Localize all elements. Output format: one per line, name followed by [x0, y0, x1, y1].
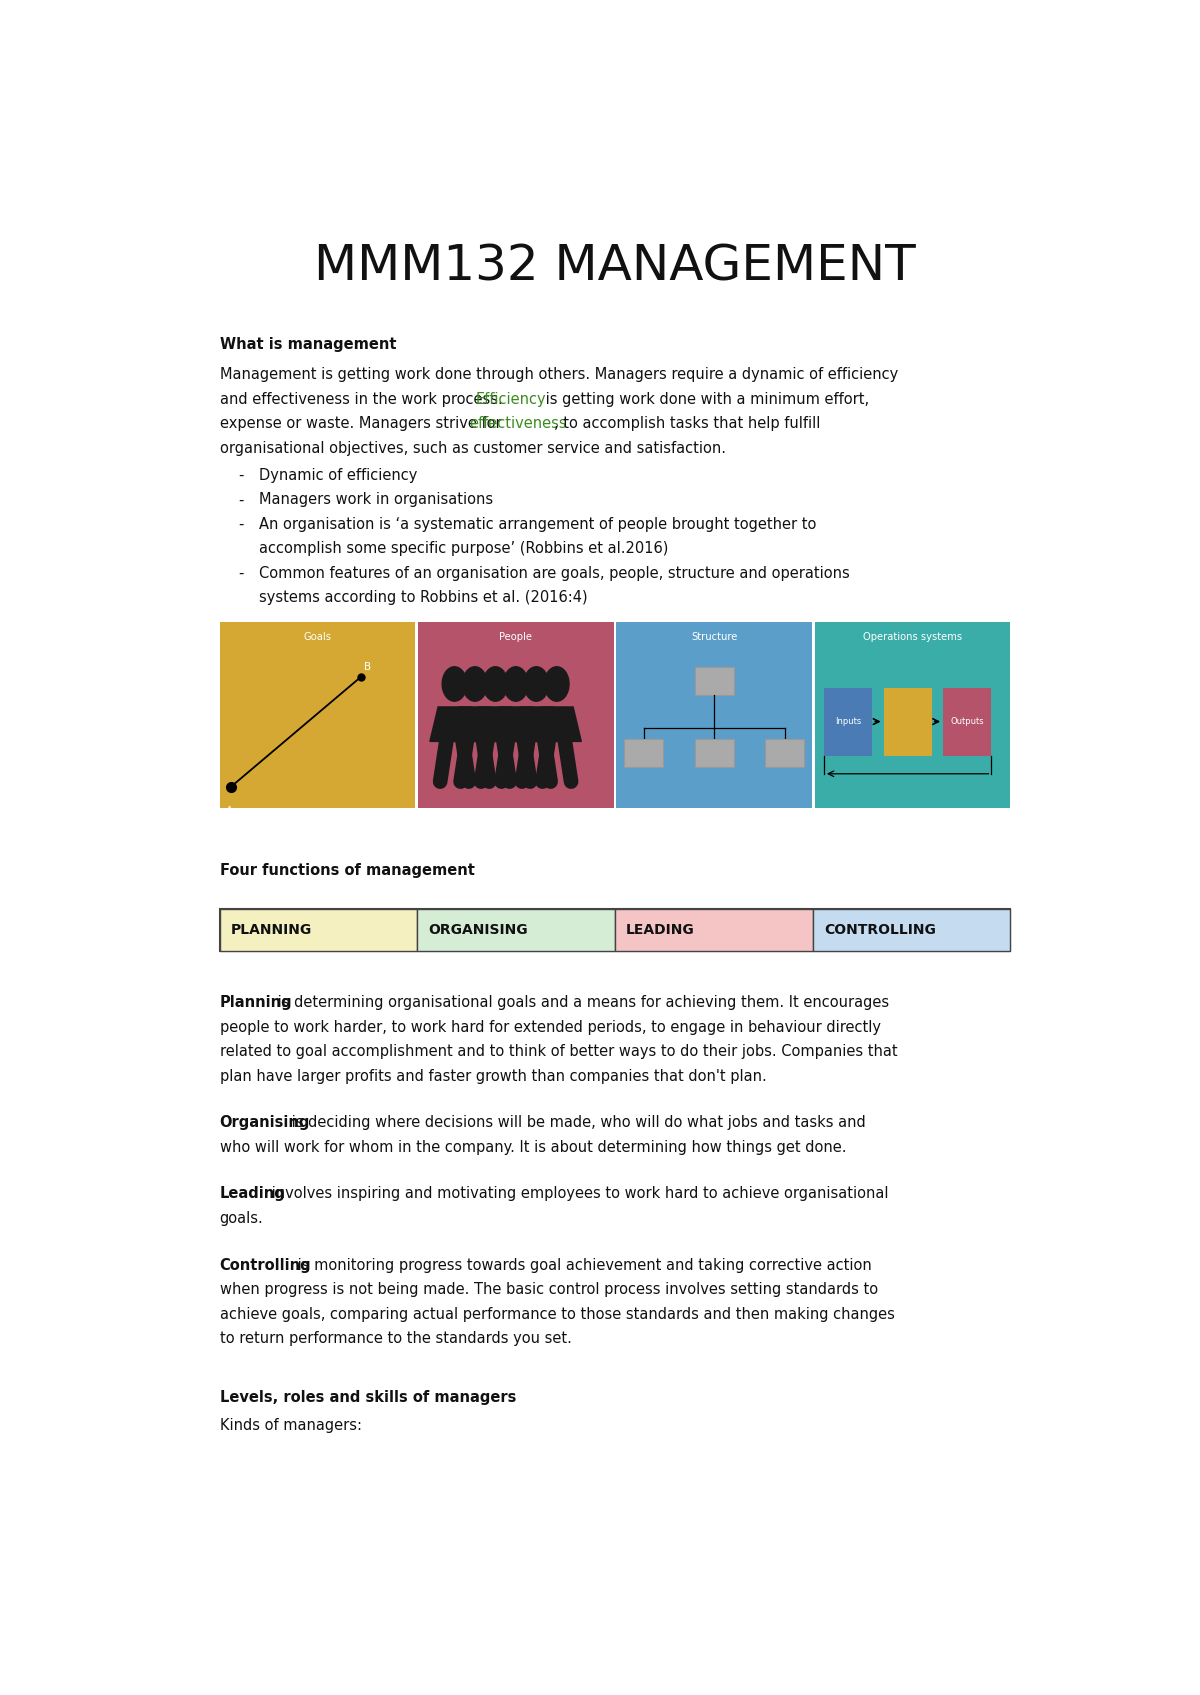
Text: goals.: goals. — [220, 1210, 264, 1225]
Text: is monitoring progress towards goal achievement and taking corrective action: is monitoring progress towards goal achi… — [293, 1258, 872, 1273]
Text: A: A — [226, 807, 233, 817]
Circle shape — [524, 666, 548, 702]
Circle shape — [442, 666, 467, 702]
Text: CONTROLLING: CONTROLLING — [823, 924, 936, 937]
Text: -: - — [239, 566, 244, 581]
Circle shape — [504, 666, 528, 702]
Bar — [616, 909, 812, 951]
Text: is determining organisational goals and a means for achieving them. It encourage: is determining organisational goals and … — [274, 995, 889, 1010]
Text: PLANNING: PLANNING — [230, 924, 312, 937]
Text: Four functions of management: Four functions of management — [220, 863, 475, 878]
Bar — [220, 909, 1010, 951]
Text: related to goal accomplishment and to think of better ways to do their jobs. Com: related to goal accomplishment and to th… — [220, 1044, 898, 1059]
Text: Inputs: Inputs — [835, 717, 862, 725]
Text: Goals: Goals — [304, 632, 331, 641]
Polygon shape — [470, 707, 520, 741]
Text: MMM132 MANAGEMENT: MMM132 MANAGEMENT — [314, 242, 916, 290]
Text: effectiveness: effectiveness — [469, 417, 566, 431]
Bar — [943, 688, 991, 756]
Text: accomplish some specific purpose’ (Robbins et al.2016): accomplish some specific purpose’ (Robbi… — [259, 541, 668, 556]
Text: Controlling: Controlling — [220, 1258, 311, 1273]
Text: Common features of an organisation are goals, people, structure and operations: Common features of an organisation are g… — [259, 566, 850, 581]
Text: Organising: Organising — [220, 1115, 310, 1131]
Polygon shape — [533, 707, 581, 741]
Text: and effectiveness in the work process.: and effectiveness in the work process. — [220, 392, 508, 407]
Text: expense or waste. Managers strive for: expense or waste. Managers strive for — [220, 417, 506, 431]
Text: Levels, roles and skills of managers: Levels, roles and skills of managers — [220, 1390, 516, 1405]
Bar — [418, 909, 616, 951]
Text: Planning: Planning — [220, 995, 293, 1010]
Text: Kinds of managers:: Kinds of managers: — [220, 1419, 361, 1434]
Text: Dynamic of efficiency: Dynamic of efficiency — [259, 468, 418, 483]
Circle shape — [484, 666, 508, 702]
Text: LEADING: LEADING — [626, 924, 695, 937]
Text: Operations systems: Operations systems — [863, 632, 962, 641]
Text: involves inspiring and motivating employees to work hard to achieve organisation: involves inspiring and motivating employ… — [266, 1186, 888, 1202]
Bar — [220, 622, 415, 809]
Bar — [824, 688, 872, 756]
Text: is deciding where decisions will be made, who will do what jobs and tasks and: is deciding where decisions will be made… — [287, 1115, 865, 1131]
Polygon shape — [450, 707, 499, 741]
Text: , to accomplish tasks that help fulfill: , to accomplish tasks that help fulfill — [554, 417, 821, 431]
Text: people to work harder, to work hard for extended periods, to engage in behaviour: people to work harder, to work hard for … — [220, 1020, 881, 1034]
Polygon shape — [491, 707, 540, 741]
Bar — [695, 666, 733, 695]
Bar — [617, 622, 812, 809]
Polygon shape — [511, 707, 560, 741]
Text: to return performance to the standards you set.: to return performance to the standards y… — [220, 1331, 571, 1346]
Text: Managers work in organisations: Managers work in organisations — [259, 492, 493, 507]
Text: Outputs: Outputs — [950, 717, 984, 725]
Bar — [418, 622, 613, 809]
Text: Management is getting work done through others. Managers require a dynamic of ef: Management is getting work done through … — [220, 368, 898, 381]
Text: Structure: Structure — [691, 632, 737, 641]
Text: achieve goals, comparing actual performance to those standards and then making c: achieve goals, comparing actual performa… — [220, 1307, 895, 1322]
Text: ORGANISING: ORGANISING — [428, 924, 528, 937]
Text: People: People — [499, 632, 533, 641]
Text: -: - — [239, 517, 244, 532]
Text: An organisation is ‘a systematic arrangement of people brought together to: An organisation is ‘a systematic arrange… — [259, 517, 816, 532]
Text: B: B — [365, 663, 371, 671]
Bar — [695, 739, 733, 768]
Text: What is management: What is management — [220, 337, 396, 351]
Text: is getting work done with a minimum effort,: is getting work done with a minimum effo… — [541, 392, 869, 407]
Text: systems according to Robbins et al. (2016:4): systems according to Robbins et al. (201… — [259, 590, 588, 605]
Circle shape — [463, 666, 487, 702]
Text: Efficiency: Efficiency — [475, 392, 546, 407]
Text: organisational objectives, such as customer service and satisfaction.: organisational objectives, such as custo… — [220, 441, 726, 456]
Text: who will work for whom in the company. It is about determining how things get do: who will work for whom in the company. I… — [220, 1139, 846, 1154]
Bar — [766, 739, 804, 768]
Bar — [220, 909, 418, 951]
Bar — [815, 622, 1010, 809]
Circle shape — [545, 666, 569, 702]
Text: -: - — [239, 468, 244, 483]
Bar — [624, 739, 664, 768]
Text: plan have larger profits and faster growth than companies that don't plan.: plan have larger profits and faster grow… — [220, 1068, 767, 1083]
Text: when progress is not being made. The basic control process involves setting stan: when progress is not being made. The bas… — [220, 1281, 878, 1297]
Polygon shape — [430, 707, 479, 741]
Bar — [883, 688, 932, 756]
Text: Leading: Leading — [220, 1186, 286, 1202]
Text: -: - — [239, 492, 244, 507]
Bar — [812, 909, 1010, 951]
